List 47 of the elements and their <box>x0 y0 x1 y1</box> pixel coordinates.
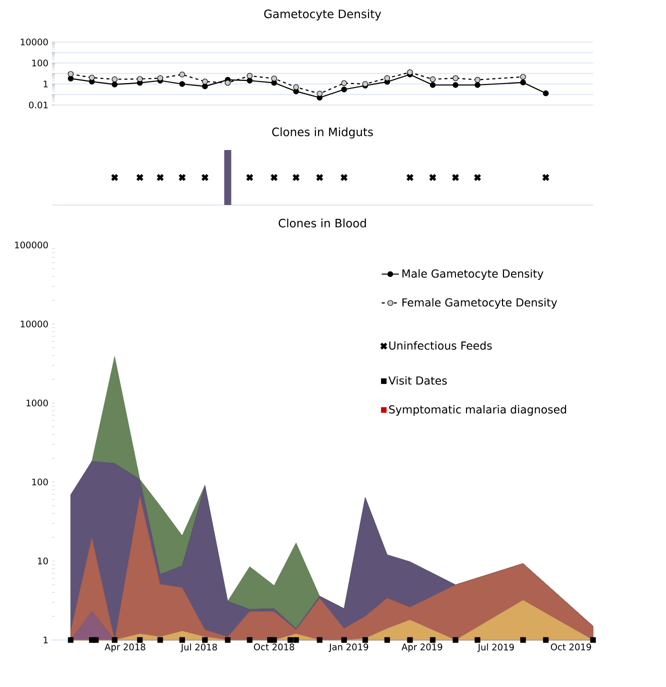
point <box>430 82 436 88</box>
point <box>474 76 480 83</box>
legend-label: Visit Dates <box>388 376 447 385</box>
point <box>68 71 74 77</box>
point <box>452 75 458 82</box>
y-tick-label: 10000 <box>20 38 48 46</box>
point <box>246 78 253 84</box>
y-tick-label: 100 <box>32 60 48 66</box>
legend-label: Uninfectious Feeds <box>389 341 492 350</box>
x-tick-label: Apr 2018 <box>104 644 146 652</box>
y-tick-label: 100 <box>32 478 48 486</box>
legend-label: Male Gametocyte Density <box>402 269 544 280</box>
x-tick-label: Oct 2018 <box>254 644 294 650</box>
x-tick-label: Jan 2019 <box>328 644 368 652</box>
x-tick-label: Jul 2018 <box>180 644 217 652</box>
x-tick-label: Jul 2019 <box>477 644 514 652</box>
point <box>112 82 118 88</box>
y-tick-label: 10000 <box>20 320 48 328</box>
y-tick-label: 1000 <box>26 400 48 406</box>
legend-label: Female Gametocyte Density <box>402 298 558 309</box>
y-tick-label: 0.01 <box>29 102 48 108</box>
x-tick-label: Apr 2019 <box>402 644 442 652</box>
point <box>179 81 186 87</box>
point <box>271 76 277 82</box>
chart-title: Clones in Midguts <box>272 127 373 138</box>
point <box>179 72 186 78</box>
x-tick-label: Oct 2019 <box>550 644 592 650</box>
point <box>246 72 253 79</box>
chart-title: Gametocyte Density <box>264 9 382 20</box>
y-tick-label: 1 <box>44 636 48 644</box>
legend-label: Symptomatic malaria diagnosed <box>389 405 566 416</box>
point <box>202 78 208 84</box>
point <box>452 82 458 88</box>
point <box>136 76 143 82</box>
point <box>341 80 347 86</box>
point <box>430 76 436 82</box>
point <box>520 80 526 86</box>
y-tick-label: 1 <box>44 80 48 88</box>
y-tick-label: 100000 <box>15 242 48 248</box>
point <box>474 82 480 88</box>
point <box>407 69 413 76</box>
point <box>542 90 549 96</box>
y-tick-label: 10 <box>38 558 48 564</box>
point <box>520 74 526 80</box>
point <box>341 86 347 92</box>
chart-title: Clones in Blood <box>278 218 366 228</box>
point <box>112 76 118 82</box>
